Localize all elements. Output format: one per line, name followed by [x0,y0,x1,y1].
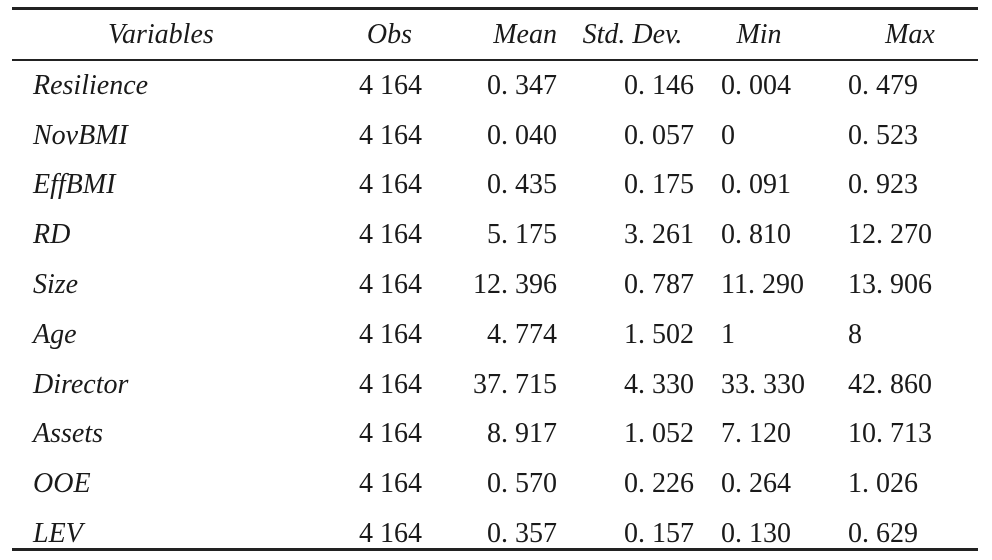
cell-min: 33. 330 [721,368,805,400]
table-row: OOE 4 164 0. 570 0. 226 0. 264 1. 026 [12,459,978,509]
cell-min: 7. 120 [721,418,791,450]
cell-mean: 0. 357 [487,518,557,550]
cell-max: 13. 906 [848,269,932,301]
cell-obs: 4 164 [359,468,422,500]
cell-max: 0. 923 [848,169,918,201]
header-row: Variables Obs Mean Std. Dev. Min Max [12,10,978,60]
cell-mean: 0. 347 [487,69,557,101]
descriptive-statistics-table: Variables Obs Mean Std. Dev. Min Max Res… [12,10,978,559]
cell-min: 0. 130 [721,518,791,550]
header-obs: Obs [366,19,412,50]
cell-obs: 4 164 [359,119,422,151]
cell-max: 0. 523 [848,119,918,151]
cell-obs: 4 164 [359,518,422,550]
table-row: Resilience 4 164 0. 347 0. 146 0. 004 0.… [12,61,978,111]
cell-std-dev: 0. 175 [624,169,694,201]
cell-variable: Assets [33,418,103,450]
table-row: EffBMI 4 164 0. 435 0. 175 0. 091 0. 923 [12,161,978,211]
table-row: LEV 4 164 0. 357 0. 157 0. 130 0. 629 [12,509,978,559]
cell-mean: 0. 435 [487,169,557,201]
cell-obs: 4 164 [359,318,422,350]
cell-max: 0. 629 [848,518,918,550]
table-bottom-rule [12,548,978,551]
cell-obs: 4 164 [359,69,422,101]
table-row: RD 4 164 5. 175 3. 261 0. 810 12. 270 [12,210,978,260]
cell-variable: OOE [33,468,91,500]
cell-std-dev: 0. 057 [624,119,694,151]
cell-min: 11. 290 [721,269,804,301]
cell-mean: 37. 715 [473,368,557,400]
table-row: Size 4 164 12. 396 0. 787 11. 290 13. 90… [12,260,978,310]
header-min: Min [736,19,782,50]
cell-mean: 0. 040 [487,119,557,151]
table-header: Variables Obs Mean Std. Dev. Min Max [12,10,978,60]
cell-mean: 0. 570 [487,468,557,500]
table-row: Director 4 164 37. 715 4. 330 33. 330 42… [12,360,978,410]
cell-min: 0 [721,119,735,151]
cell-std-dev: 0. 226 [624,468,694,500]
cell-variable: Size [33,269,79,301]
cell-std-dev: 0. 157 [624,518,694,550]
header-mean: Mean [493,19,557,50]
table-top-rule [12,7,978,10]
header-max: Max [885,19,935,50]
cell-variable: NovBMI [33,119,128,151]
cell-std-dev: 1. 502 [624,318,694,350]
cell-min: 0. 264 [721,468,791,500]
table-row: NovBMI 4 164 0. 040 0. 057 0 0. 523 [12,111,978,161]
cell-min: 0. 091 [721,169,791,201]
cell-std-dev: 1. 052 [624,418,694,450]
cell-max: 1. 026 [848,468,918,500]
cell-std-dev: 0. 146 [624,69,694,101]
cell-min: 0. 004 [721,69,791,101]
cell-mean: 12. 396 [473,269,557,301]
cell-variable: Director [33,368,129,400]
header-std-dev: Std. Dev. [582,19,683,50]
cell-obs: 4 164 [359,418,422,450]
cell-std-dev: 4. 330 [624,368,694,400]
cell-variable: Resilience [33,69,149,101]
header-variables: Variables [108,19,214,50]
cell-variable: Age [33,318,77,350]
cell-variable: RD [33,219,71,251]
cell-max: 0. 479 [848,69,918,101]
cell-variable: EffBMI [33,169,116,201]
cell-obs: 4 164 [359,368,422,400]
table-body: Resilience 4 164 0. 347 0. 146 0. 004 0.… [12,60,978,559]
cell-obs: 4 164 [359,269,422,301]
cell-max: 42. 860 [848,368,932,400]
table-row: Age 4 164 4. 774 1. 502 1 8 [12,310,978,360]
cell-min: 1 [721,318,735,350]
cell-std-dev: 3. 261 [624,219,694,251]
cell-max: 10. 713 [848,418,932,450]
cell-std-dev: 0. 787 [624,269,694,301]
table-header-rule [12,59,978,61]
cell-max: 12. 270 [848,219,932,251]
cell-mean: 4. 774 [487,318,557,350]
cell-mean: 8. 917 [487,418,557,450]
cell-obs: 4 164 [359,169,422,201]
cell-max: 8 [848,318,862,350]
table-row: Assets 4 164 8. 917 1. 052 7. 120 10. 71… [12,410,978,460]
cell-variable: LEV [33,518,83,550]
cell-obs: 4 164 [359,219,422,251]
cell-min: 0. 810 [721,219,791,251]
cell-mean: 5. 175 [487,219,557,251]
